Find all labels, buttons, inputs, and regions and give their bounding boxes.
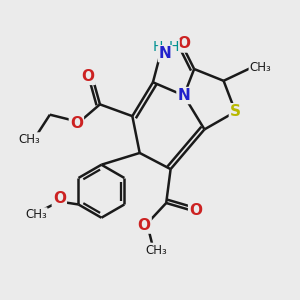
Text: O: O — [189, 203, 202, 218]
Text: H: H — [168, 40, 179, 54]
Text: N: N — [178, 88, 190, 103]
Text: H: H — [152, 40, 163, 54]
Text: O: O — [177, 37, 190, 52]
Text: N: N — [159, 46, 172, 61]
Text: CH₃: CH₃ — [145, 244, 167, 256]
Text: O: O — [82, 69, 95, 84]
Text: O: O — [53, 191, 66, 206]
Text: CH₃: CH₃ — [25, 208, 46, 221]
Text: CH₃: CH₃ — [250, 61, 271, 74]
Text: S: S — [230, 104, 241, 119]
Text: CH₃: CH₃ — [18, 133, 40, 146]
Text: O: O — [138, 218, 151, 232]
Text: O: O — [70, 116, 83, 131]
